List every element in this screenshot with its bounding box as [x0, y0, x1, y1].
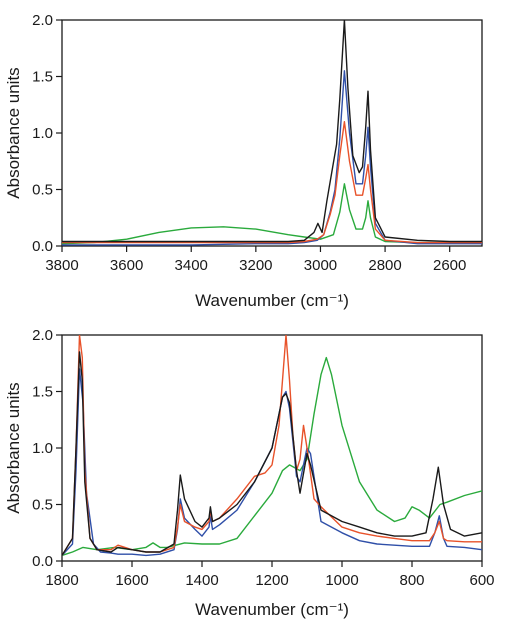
bottom-chart-xtick-label: 800	[399, 572, 424, 589]
bottom-chart-ytick-label: 0.5	[32, 497, 53, 514]
bottom-chart-ytick-label: 2.0	[32, 327, 53, 344]
bottom-chart-ytick-label: 1.5	[32, 384, 53, 401]
bottom-chart-xtick-label: 1400	[185, 572, 218, 589]
top-chart-xtick-label: 3800	[45, 257, 78, 274]
bottom-chart-series-3-line	[62, 335, 482, 556]
bottom-chart-series-2-line	[62, 368, 482, 557]
bottom-chart-ytick-label: 0.0	[32, 553, 53, 570]
top-chart-xtick-label: 3400	[175, 257, 208, 274]
top-chart-xtick-label: 2600	[433, 257, 466, 274]
bottom-chart-ytick-label: 1.0	[32, 440, 53, 457]
top-chart-ytick-label: 1.0	[32, 125, 53, 142]
bottom-chart-xtick-label: 1600	[115, 572, 148, 589]
top-chart-xtick-label: 3600	[110, 257, 143, 274]
top-chart-frame	[61, 19, 483, 247]
top-chart-xtick-label: 2800	[368, 257, 401, 274]
top-chart-series-group	[62, 20, 482, 246]
top-chart-series-3-line	[62, 120, 482, 244]
top-chart-xlabel: Wavenumber (cm⁻¹)	[195, 291, 349, 310]
bottom-chart-series-4-line	[62, 351, 482, 556]
top-chart-ytick-label: 1.5	[32, 69, 53, 86]
top-chart-axes: 3800 3600 3400 3200 3000 2800 2600 0.0 0.5 1.0 1.5…	[32, 12, 466, 274]
top-chart-ylabel: Absorbance units	[4, 67, 23, 198]
bottom-chart-series-1-line	[62, 356, 482, 557]
bottom-chart: 1800 1600 1400 1200 1000 800 600 0.0 0.5 1.0 1.5 2.…	[4, 327, 495, 619]
top-chart-series-4-line	[62, 20, 482, 243]
top-chart-series-1-line	[62, 183, 482, 245]
top-chart: 3800 3600 3400 3200 3000 2800 2600 0.0 0.5 1.0 1.5…	[4, 12, 483, 310]
top-chart-xtick-label: 3200	[239, 257, 272, 274]
top-chart-xtick-label: 3000	[304, 257, 337, 274]
bottom-chart-xtick-label: 1800	[45, 572, 78, 589]
bottom-chart-xlabel: Wavenumber (cm⁻¹)	[195, 600, 349, 619]
bottom-chart-ylabel: Absorbance units	[4, 382, 23, 513]
bottom-chart-axes: 1800 1600 1400 1200 1000 800 600 0.0 0.5 1.0 1.5 2.…	[32, 327, 494, 589]
bottom-chart-xtick-label: 600	[469, 572, 494, 589]
bottom-chart-series-group	[62, 335, 482, 557]
top-chart-ytick-label: 0.0	[32, 238, 53, 255]
bottom-chart-xtick-label: 1200	[255, 572, 288, 589]
bottom-chart-xtick-label: 1000	[325, 572, 358, 589]
top-chart-ytick-label: 0.5	[32, 182, 53, 199]
top-chart-series-2-line	[62, 70, 482, 246]
top-chart-ytick-label: 2.0	[32, 12, 53, 29]
